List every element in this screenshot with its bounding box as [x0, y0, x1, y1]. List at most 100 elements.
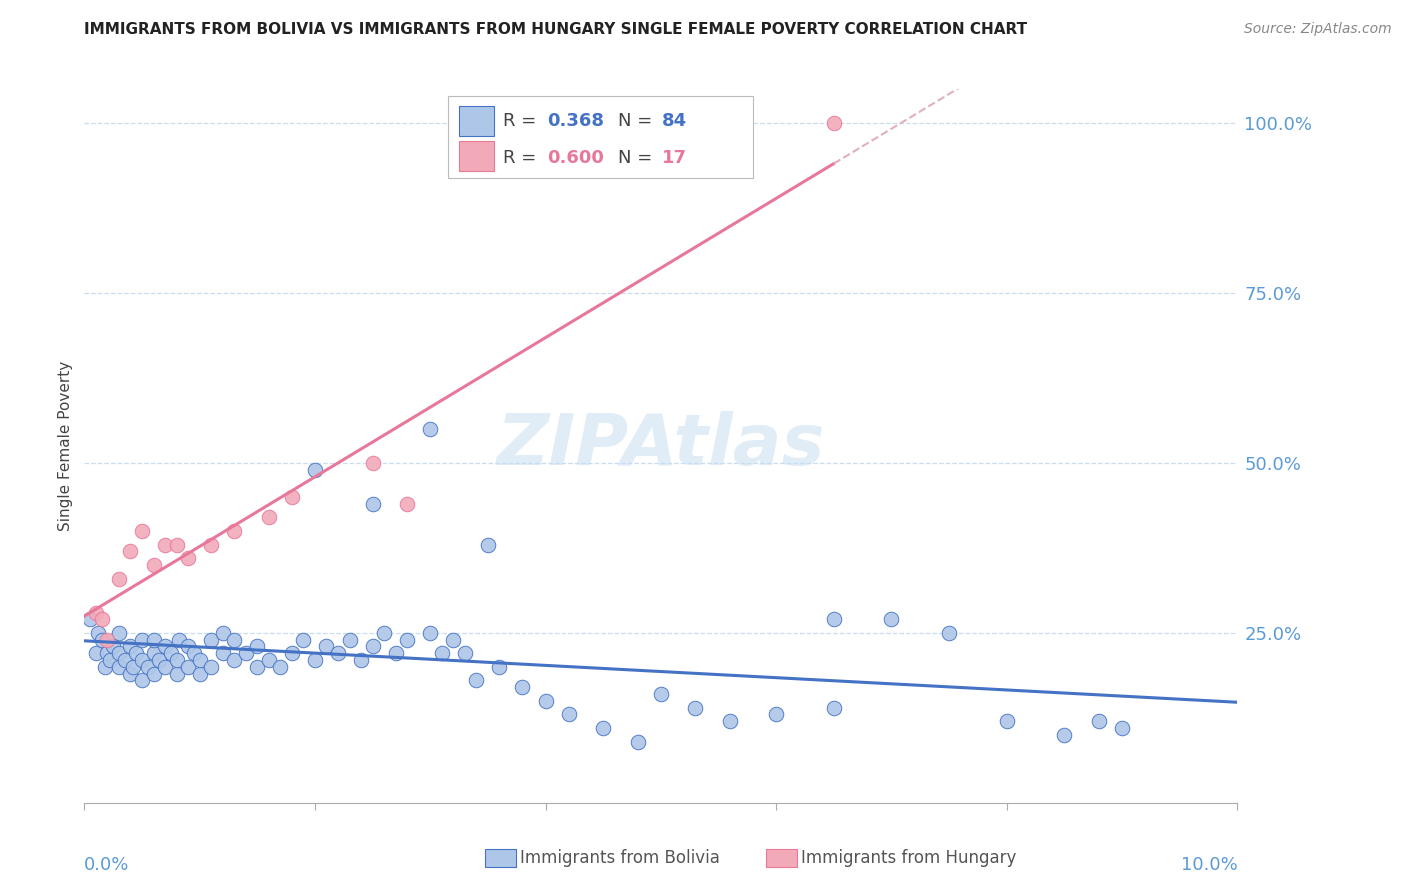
- Point: [995, 714, 1018, 729]
- Point: [534, 694, 557, 708]
- Text: Source: ZipAtlas.com: Source: ZipAtlas.com: [1244, 22, 1392, 37]
- Point: [166, 666, 188, 681]
- Point: [281, 490, 304, 504]
- Point: [419, 626, 441, 640]
- Point: [94, 660, 117, 674]
- Point: [108, 646, 131, 660]
- Point: [160, 646, 183, 660]
- Point: [153, 640, 176, 654]
- Point: [125, 646, 148, 660]
- Point: [98, 653, 121, 667]
- Point: [384, 646, 406, 660]
- Point: [142, 666, 165, 681]
- Point: [419, 422, 441, 436]
- Point: [188, 653, 211, 667]
- Point: [90, 632, 112, 647]
- Text: IMMIGRANTS FROM BOLIVIA VS IMMIGRANTS FROM HUNGARY SINGLE FEMALE POVERTY CORRELA: IMMIGRANTS FROM BOLIVIA VS IMMIGRANTS FR…: [84, 22, 1028, 37]
- Point: [96, 646, 118, 660]
- Point: [430, 646, 453, 660]
- Point: [326, 646, 349, 660]
- Point: [823, 116, 845, 130]
- Point: [200, 660, 222, 674]
- Point: [224, 524, 246, 538]
- Point: [188, 666, 211, 681]
- Point: [153, 660, 176, 674]
- Point: [685, 700, 707, 714]
- Point: [557, 707, 579, 722]
- Point: [166, 653, 188, 667]
- Point: [339, 632, 361, 647]
- Point: [108, 626, 131, 640]
- Text: N =: N =: [619, 112, 658, 129]
- Text: 10.0%: 10.0%: [1181, 856, 1237, 874]
- Point: [246, 660, 269, 674]
- Text: ZIPAtlas: ZIPAtlas: [496, 411, 825, 481]
- Text: 0.600: 0.600: [547, 150, 603, 168]
- Point: [148, 653, 170, 667]
- Point: [315, 640, 337, 654]
- FancyBboxPatch shape: [447, 96, 754, 178]
- Point: [1088, 714, 1111, 729]
- Point: [235, 646, 257, 660]
- Text: 17: 17: [662, 150, 688, 168]
- Point: [257, 653, 280, 667]
- Point: [292, 632, 315, 647]
- Point: [441, 632, 464, 647]
- Point: [167, 632, 190, 647]
- Point: [142, 632, 165, 647]
- Point: [131, 524, 153, 538]
- Point: [304, 653, 326, 667]
- Point: [131, 673, 153, 688]
- Text: R =: R =: [503, 112, 541, 129]
- Point: [477, 537, 499, 551]
- Point: [246, 640, 269, 654]
- Point: [269, 660, 291, 674]
- Point: [79, 612, 101, 626]
- Point: [177, 660, 200, 674]
- Point: [257, 510, 280, 524]
- Point: [108, 572, 131, 586]
- Point: [177, 640, 200, 654]
- Point: [131, 632, 153, 647]
- Point: [465, 673, 488, 688]
- Point: [1053, 728, 1076, 742]
- Point: [211, 646, 233, 660]
- Point: [120, 640, 142, 654]
- Point: [304, 463, 326, 477]
- Point: [488, 660, 510, 674]
- Point: [120, 544, 142, 558]
- Point: [823, 612, 845, 626]
- Point: [281, 646, 304, 660]
- Text: Immigrants from Hungary: Immigrants from Hungary: [801, 849, 1017, 867]
- Point: [880, 612, 903, 626]
- Text: 0.0%: 0.0%: [84, 856, 129, 874]
- Point: [224, 632, 246, 647]
- Point: [120, 666, 142, 681]
- Point: [177, 551, 200, 566]
- Point: [823, 700, 845, 714]
- Point: [183, 646, 205, 660]
- Point: [592, 721, 614, 735]
- Point: [136, 660, 159, 674]
- Point: [396, 632, 419, 647]
- Point: [224, 653, 246, 667]
- Y-axis label: Single Female Poverty: Single Female Poverty: [58, 361, 73, 531]
- Text: N =: N =: [619, 150, 658, 168]
- Point: [454, 646, 477, 660]
- Point: [373, 626, 395, 640]
- Point: [131, 653, 153, 667]
- Point: [121, 660, 143, 674]
- Point: [84, 646, 107, 660]
- FancyBboxPatch shape: [458, 105, 494, 136]
- Point: [1111, 721, 1133, 735]
- Point: [200, 537, 222, 551]
- Point: [90, 612, 112, 626]
- Point: [142, 646, 165, 660]
- Point: [627, 734, 650, 748]
- Point: [114, 653, 136, 667]
- Point: [396, 497, 419, 511]
- Point: [96, 632, 118, 647]
- Point: [166, 537, 188, 551]
- Point: [361, 456, 384, 470]
- Point: [938, 626, 960, 640]
